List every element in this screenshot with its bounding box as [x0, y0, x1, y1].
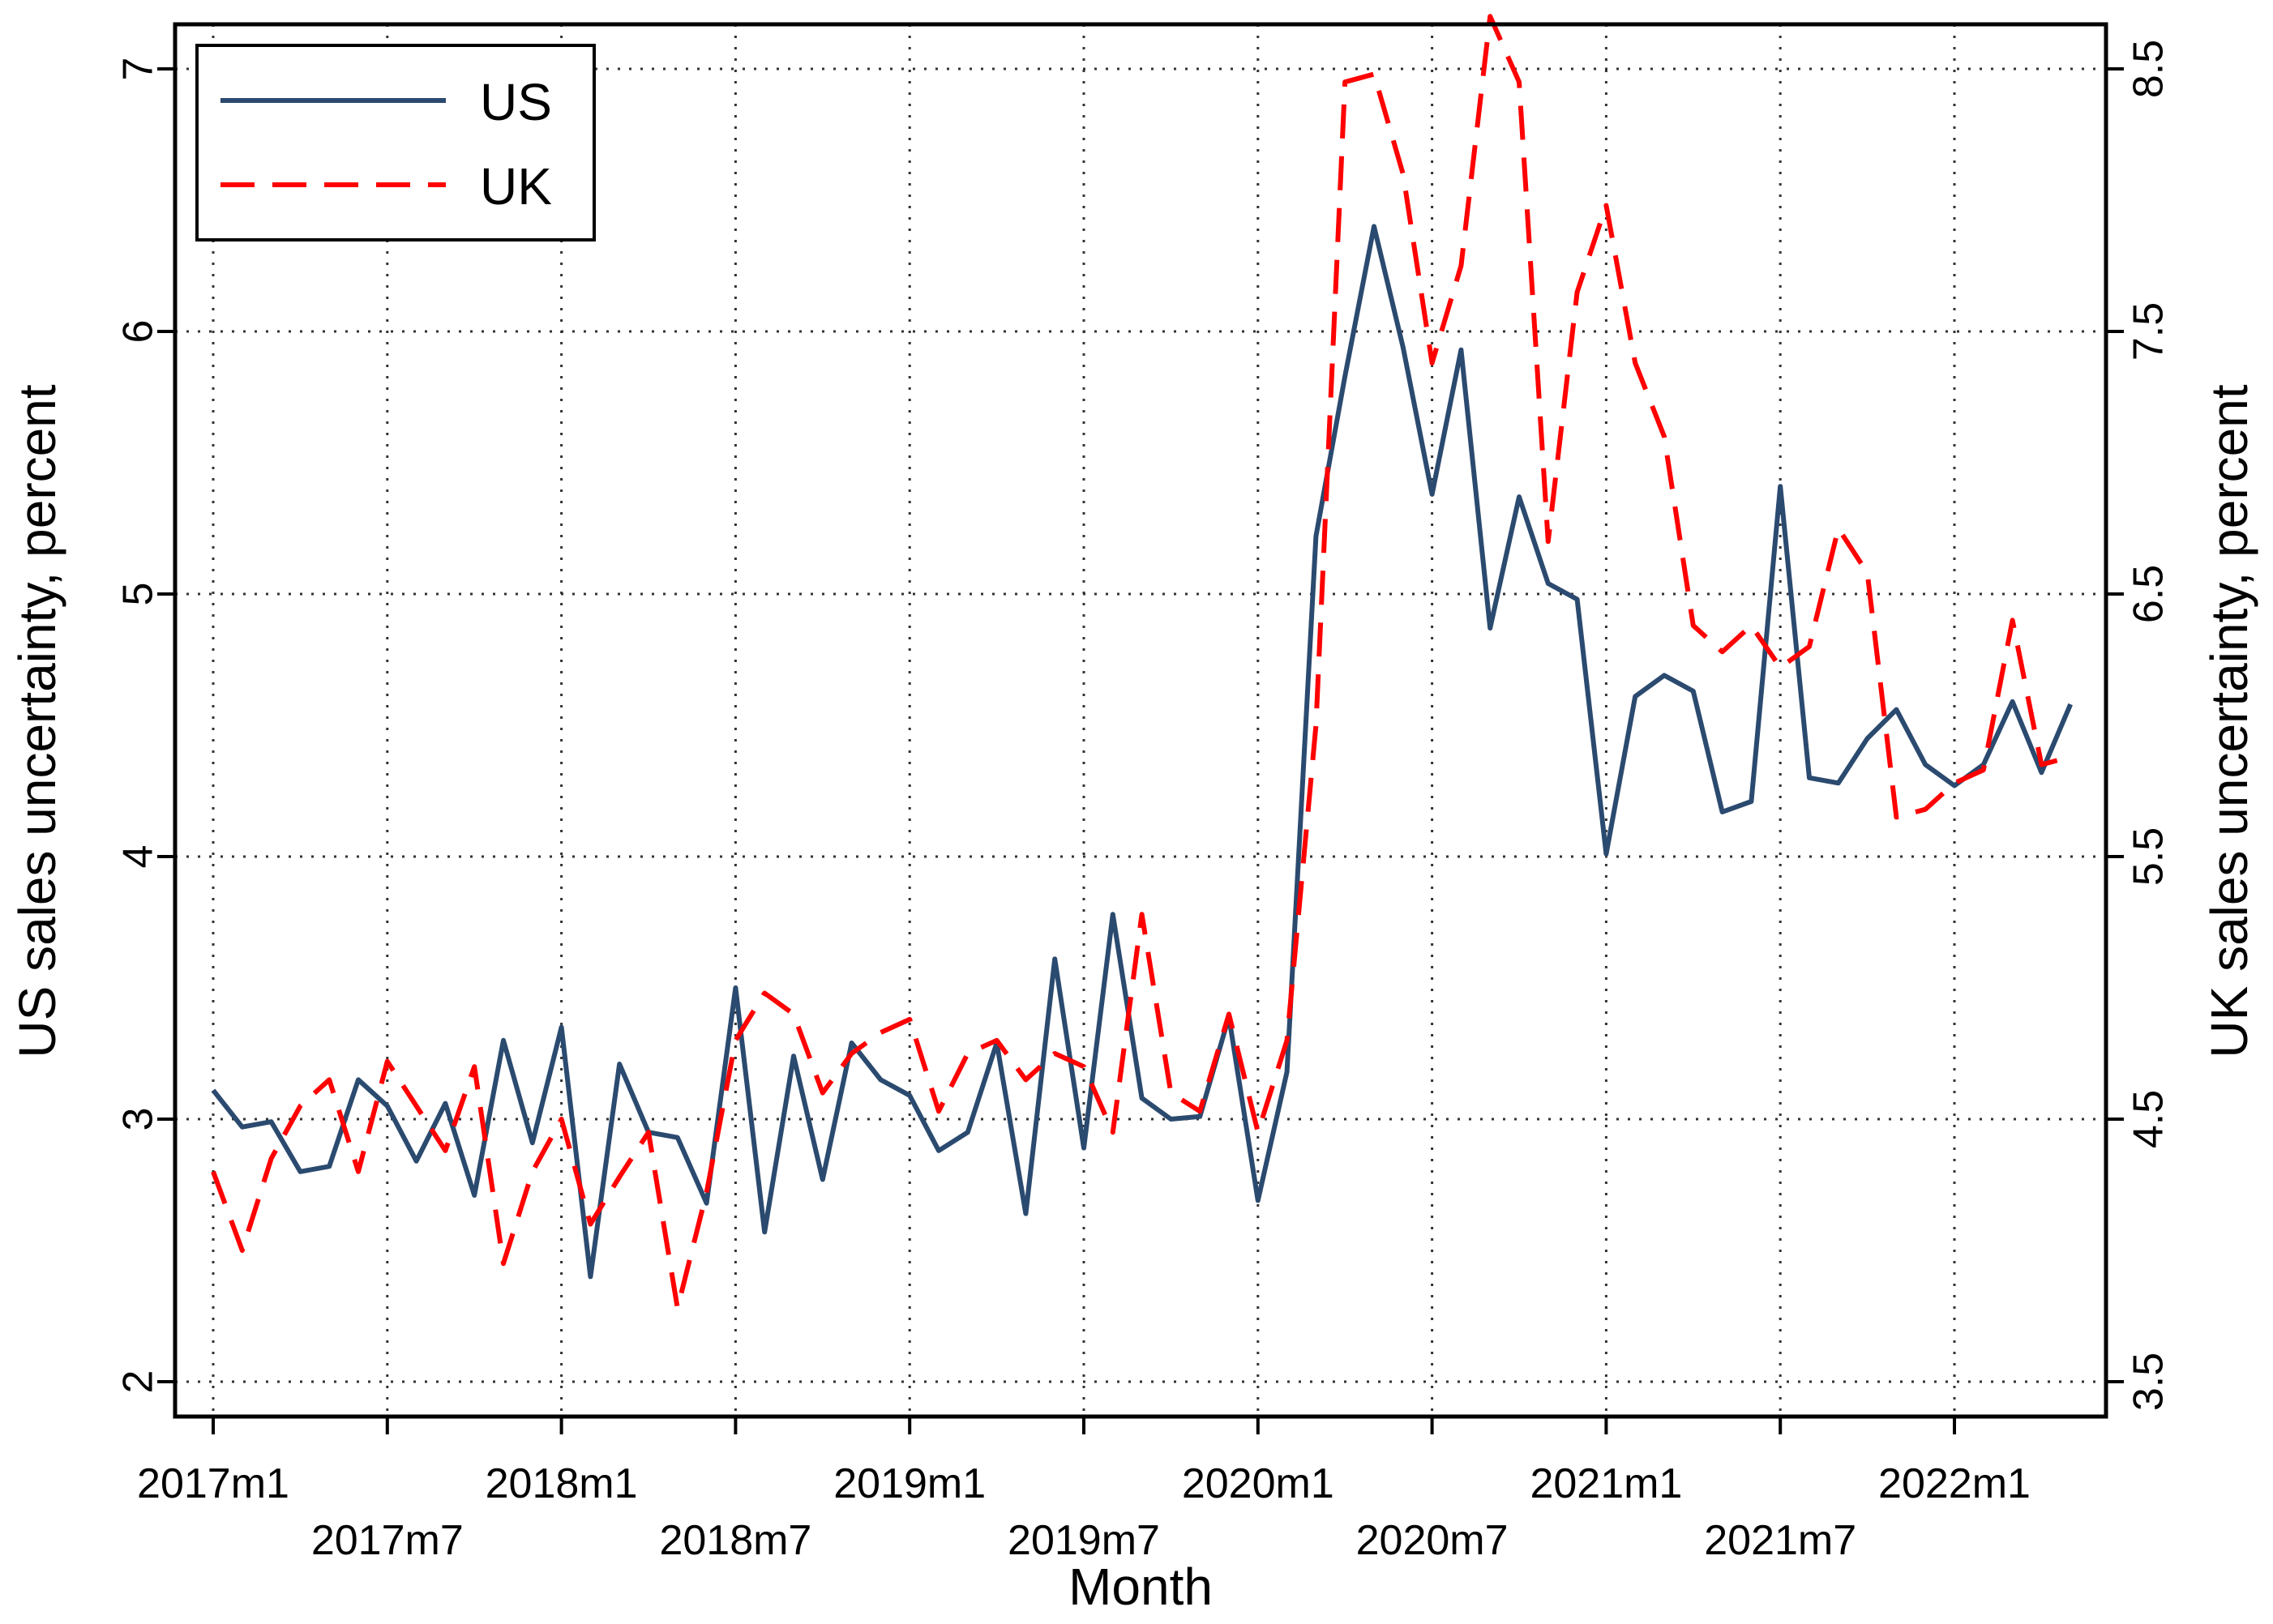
x-tick-label: 2019m7	[1008, 1517, 1160, 1564]
y2-axis-title: UK sales uncertainty, percent	[2200, 384, 2258, 1058]
legend-box	[195, 44, 596, 241]
y-tick-label: 5	[115, 583, 162, 606]
y2-tick-label: 5.5	[2125, 827, 2172, 886]
x-tick-label: 2018m7	[659, 1517, 811, 1564]
x-axis-title: Month	[1068, 1558, 1213, 1616]
x-tick-label: 2020m1	[1182, 1460, 1334, 1507]
y-tick-label: 3	[115, 1108, 162, 1131]
x-tick-label: 2017m1	[137, 1460, 289, 1507]
x-tick-label: 2021m7	[1704, 1517, 1856, 1564]
y-tick-label: 4	[115, 845, 162, 869]
legend-label-uk: UK	[480, 157, 552, 216]
x-tick-label: 2020m7	[1356, 1517, 1509, 1564]
y2-tick-label: 7.5	[2125, 302, 2172, 361]
y-tick-label: 6	[115, 320, 162, 344]
axes: 2 3 4 5 6 7 3.5 4.5 5.5 6.5 7.5 8.5 2017m1 2017m7 2018…	[115, 40, 2172, 1564]
x-tick-label: 2019m1	[833, 1460, 986, 1507]
y2-tick-label: 4.5	[2125, 1090, 2172, 1148]
x-tick-label: 2017m7	[311, 1517, 464, 1564]
x-tick-label: 2018m1	[486, 1460, 638, 1507]
legend: US UK	[195, 44, 596, 241]
series-line-us	[211, 224, 2073, 1280]
y-tick-label: 7	[115, 58, 162, 81]
y2-tick-label: 6.5	[2125, 565, 2172, 623]
series-line-uk	[211, 14, 2071, 1311]
grid-lines	[175, 24, 2106, 1417]
plot-area-frame	[173, 22, 2108, 1419]
y2-tick-label: 3.5	[2125, 1353, 2172, 1411]
x-tick-label: 2022m1	[1878, 1460, 2031, 1507]
series-lines	[211, 14, 2073, 1311]
y-axis-title: US sales uncertainty, percent	[8, 384, 66, 1058]
x-tick-label: 2021m1	[1530, 1460, 1682, 1507]
y-tick-label: 2	[115, 1370, 162, 1394]
y2-tick-label: 8.5	[2125, 40, 2172, 98]
legend-label-us: US	[480, 73, 552, 131]
